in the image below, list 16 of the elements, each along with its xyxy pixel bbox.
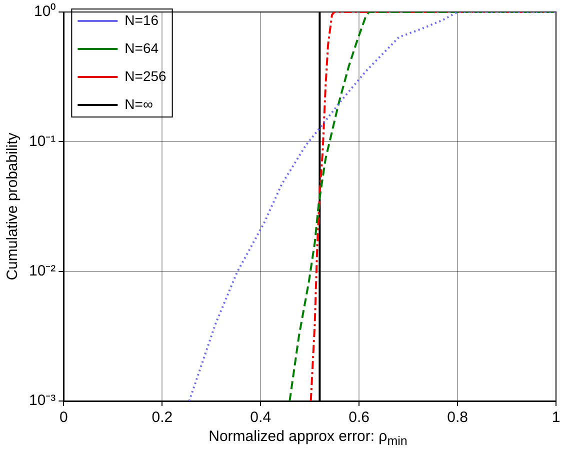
x-tick-label: 0.6	[348, 409, 370, 426]
x-tick-label: 0	[60, 409, 68, 426]
legend-label: N=64	[124, 40, 159, 56]
x-tick-label: 1	[552, 409, 560, 426]
y-axis-title: Cumulative probability	[4, 132, 22, 280]
y-tick-label: 10⁻³	[28, 392, 56, 410]
y-tick-label: 10⁻²	[28, 262, 56, 280]
legend-label: N=∞	[124, 96, 153, 112]
x-axis-title: Normalized approx error: ρ$_{min}$	[208, 428, 408, 448]
y-tick-label: 10⁻¹	[28, 132, 56, 150]
x-tick-label: 0.8	[447, 409, 468, 426]
legend-label: N=16	[124, 12, 159, 28]
x-tick-label: 0.2	[152, 409, 173, 426]
legend-label: N=256	[124, 68, 167, 84]
x-tick-label: 0.4	[250, 409, 272, 426]
y-tick-label: 10⁰	[34, 3, 56, 20]
